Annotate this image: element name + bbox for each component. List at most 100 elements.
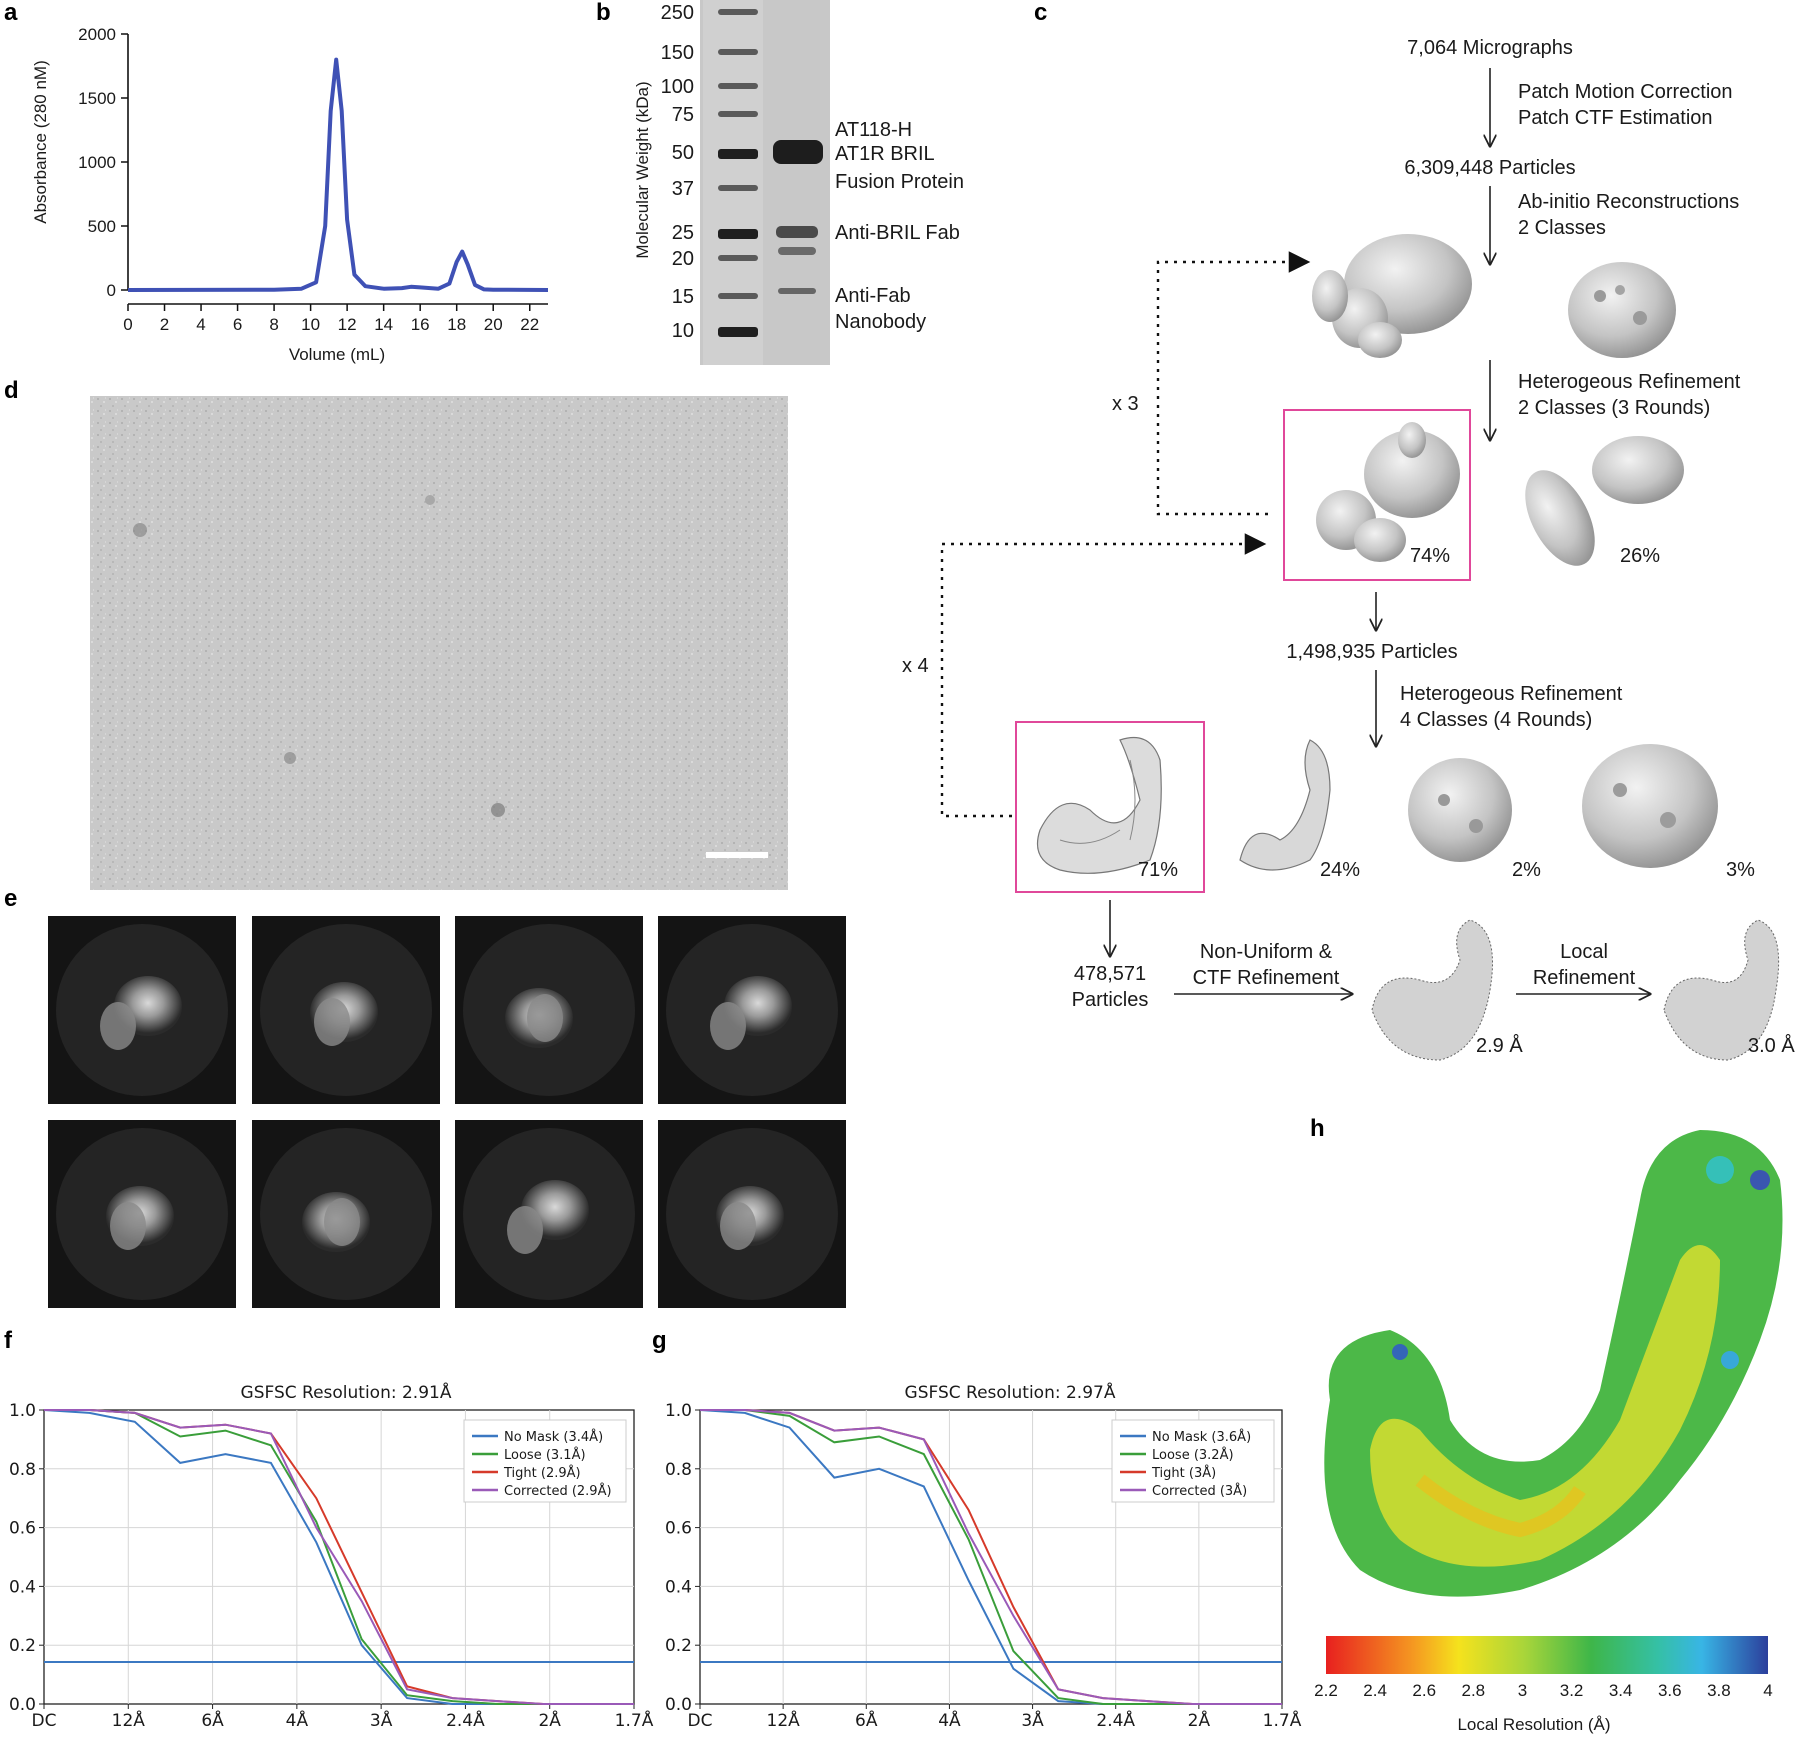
workflow-step3a: Heterogeous Refinement bbox=[1518, 371, 1741, 393]
fsc-x-tick-label: 1.7Å bbox=[615, 1709, 654, 1731]
workflow-particles1: 6,309,448 Particles bbox=[1404, 157, 1575, 179]
sec-x-tick-label: 20 bbox=[484, 315, 503, 334]
scale-bar-icon bbox=[706, 852, 768, 858]
ladder-band bbox=[718, 83, 758, 89]
pct-74: 74% bbox=[1410, 545, 1450, 567]
fsc-y-tick-label: 1.0 bbox=[9, 1401, 36, 1421]
colorbar-tick-label: 3.6 bbox=[1658, 1681, 1682, 1700]
colorbar-ticks: 2.2 2.4 2.6 2.8 3 3.2 3.4 3.6 3.8 4 bbox=[1314, 1681, 1773, 1700]
workflow-particles3a: 478,571 bbox=[1074, 963, 1146, 985]
fsc-curve bbox=[700, 1409, 1282, 1705]
pct-2: 2% bbox=[1512, 859, 1541, 881]
sec-x-tick-label: 4 bbox=[196, 315, 205, 334]
panel-label-a: a bbox=[4, 0, 18, 26]
fsc-x-tick-label: 6Å bbox=[201, 1709, 224, 1731]
gel-band-fusion bbox=[773, 140, 823, 164]
pct-26: 26% bbox=[1620, 545, 1660, 567]
ladder-band bbox=[718, 185, 758, 191]
sec-y-axis-label: Absorbance (280 nM) bbox=[31, 60, 50, 223]
pct-3: 3% bbox=[1726, 859, 1755, 881]
fsc-x-tick-label: 3Å bbox=[1021, 1709, 1044, 1731]
hetero-map-3 bbox=[1582, 744, 1718, 868]
pct-71: 71% bbox=[1138, 859, 1178, 881]
local-refined-map bbox=[1663, 919, 1780, 1061]
hetero-map-26 bbox=[1525, 436, 1684, 566]
fsc-x-tick-label: 4Å bbox=[286, 1709, 309, 1731]
gel-y-axis-label: Molecular Weight (kDa) bbox=[633, 81, 652, 258]
workflow-step6a: Local bbox=[1560, 941, 1608, 963]
sec-y-tick-label: 2000 bbox=[78, 25, 116, 44]
panel-label-f: f bbox=[4, 1327, 13, 1354]
workflow-step5a: Non-Uniform & bbox=[1200, 941, 1333, 963]
abinitio-map-2 bbox=[1568, 262, 1676, 358]
colorbar-tick-label: 2.8 bbox=[1462, 1681, 1486, 1700]
fsc-y-tick-label: 0.4 bbox=[665, 1577, 692, 1597]
fsc-g-title: GSFSC Resolution: 2.97Å bbox=[905, 1381, 1116, 1403]
workflow-step2b: 2 Classes bbox=[1518, 217, 1606, 239]
fsc-legend-entry: Corrected (2.9Å) bbox=[504, 1483, 612, 1499]
hetero-map-24 bbox=[1239, 739, 1331, 871]
gel-band-nanobody bbox=[778, 288, 816, 294]
fsc-x-tick-label: 2Å bbox=[538, 1709, 561, 1731]
sec-x-tick-label: 14 bbox=[374, 315, 393, 334]
panel-label-h: h bbox=[1310, 1115, 1325, 1142]
workflow-step4a: Heterogeous Refinement bbox=[1400, 683, 1623, 705]
fsc-chart-f: GSFSC Resolution: 2.91Å DC 12Å 6Å 4Å 3Å 2.4Å 2… bbox=[9, 1381, 654, 1731]
fsc-y-tick-label: 0.8 bbox=[9, 1460, 36, 1480]
selected-class-box-71 bbox=[1015, 721, 1205, 893]
fsc-x-tick-label: DC bbox=[688, 1711, 713, 1731]
fsc-legend bbox=[463, 1419, 627, 1503]
ladder-band bbox=[718, 49, 758, 55]
colorbar-tick-label: 2.4 bbox=[1363, 1681, 1387, 1700]
hetero-map-2 bbox=[1408, 758, 1512, 862]
fsc-x-tick-label: 2.4Å bbox=[446, 1709, 485, 1731]
gel-marker-labels: 250 150 100 75 50 37 25 20 15 10 bbox=[661, 2, 694, 342]
fsc-x-tick-label: 2.4Å bbox=[1096, 1709, 1135, 1731]
workflow-step3b: 2 Classes (3 Rounds) bbox=[1518, 397, 1710, 419]
sec-y-tick-label: 500 bbox=[88, 217, 116, 236]
fsc-y-tick-label: 1.0 bbox=[665, 1401, 692, 1421]
sec-x-tick-label: 22 bbox=[520, 315, 539, 334]
fsc-plot-frame bbox=[43, 1409, 635, 1705]
ladder-band bbox=[718, 255, 758, 261]
fsc-x-tick-label: 6Å bbox=[855, 1709, 878, 1731]
fsc-legend-entry: Tight (2.9Å) bbox=[503, 1465, 581, 1481]
fsc-y-tick-label: 0.4 bbox=[9, 1577, 36, 1597]
class-average bbox=[48, 1120, 236, 1308]
class-average bbox=[252, 916, 440, 1104]
fsc-x-tick-label: 4Å bbox=[938, 1709, 961, 1731]
gel-marker-label: 100 bbox=[661, 76, 694, 98]
class-average bbox=[455, 1120, 643, 1308]
fsc-plot-frame bbox=[699, 1409, 1283, 1705]
fsc-y-tick-label: 0.2 bbox=[665, 1636, 692, 1656]
class-average bbox=[455, 916, 643, 1104]
gel-marker-label: 15 bbox=[672, 286, 694, 308]
colorbar-tick-label: 2.6 bbox=[1412, 1681, 1436, 1700]
panel-labels: a b c d e f g h bbox=[4, 0, 1325, 1354]
fsc-y-tick-label: 0.0 bbox=[9, 1695, 36, 1715]
sec-x-axis-label: Volume (mL) bbox=[289, 345, 385, 364]
fsc-y-tick-label: 0.8 bbox=[665, 1460, 692, 1480]
gel-ladder-bands bbox=[718, 9, 758, 337]
sec-x-tick-label: 16 bbox=[411, 315, 430, 334]
ladder-band bbox=[718, 327, 758, 337]
sec-chart: Absorbance (280 nM) Volume (mL) 0 500 1000… bbox=[31, 25, 549, 364]
workflow-step6b: Refinement bbox=[1533, 967, 1636, 989]
colorbar-tick-label: 3.4 bbox=[1609, 1681, 1633, 1700]
fsc-legend-entry: Corrected (3Å) bbox=[1152, 1483, 1247, 1499]
dotted-feedback-arrow-icon bbox=[940, 533, 1267, 818]
repeat-x3: x 3 bbox=[1112, 393, 1139, 415]
gel-marker-label: 250 bbox=[661, 2, 694, 24]
workflow-micrographs: 7,064 Micrographs bbox=[1407, 37, 1573, 59]
sec-x-tick-label: 12 bbox=[338, 315, 357, 334]
fsc-legend-entry: No Mask (3.4Å) bbox=[504, 1429, 603, 1445]
fsc-curve bbox=[44, 1409, 634, 1705]
gel-annotation-2: AT1R BRIL bbox=[835, 143, 935, 165]
gel-marker-label: 150 bbox=[661, 42, 694, 64]
resolution-1: 2.9 Å bbox=[1476, 1034, 1523, 1057]
gel-annotation-3: Fusion Protein bbox=[835, 171, 964, 193]
colorbar-tick-label: 3.2 bbox=[1560, 1681, 1584, 1700]
ladder-band bbox=[718, 229, 758, 239]
sec-x-tick-label: 0 bbox=[123, 315, 132, 334]
